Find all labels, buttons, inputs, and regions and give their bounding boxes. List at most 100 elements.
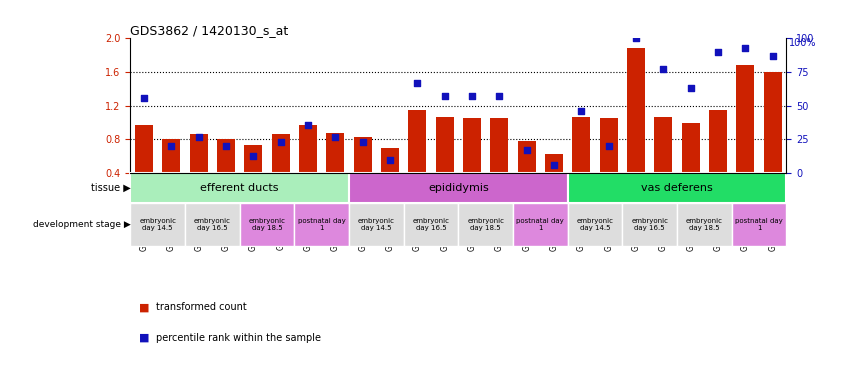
Point xyxy=(574,108,588,114)
Bar xyxy=(463,118,481,173)
Text: GSM560941: GSM560941 xyxy=(632,204,641,250)
Bar xyxy=(185,203,240,246)
Point xyxy=(329,134,342,140)
Bar xyxy=(600,118,617,173)
Text: epididymis: epididymis xyxy=(428,183,489,193)
Text: embryonic
day 14.5: embryonic day 14.5 xyxy=(358,218,394,231)
Text: transformed count: transformed count xyxy=(156,302,246,312)
Bar xyxy=(190,134,208,173)
Text: GSM560930: GSM560930 xyxy=(331,204,340,251)
Bar xyxy=(217,139,235,173)
Text: GSM560937: GSM560937 xyxy=(522,204,532,251)
Bar xyxy=(349,203,404,246)
Bar xyxy=(349,173,568,203)
Point xyxy=(165,143,178,149)
Text: development stage ▶: development stage ▶ xyxy=(33,220,130,229)
Text: ■: ■ xyxy=(139,302,153,312)
Point xyxy=(356,139,369,145)
Bar xyxy=(240,203,294,246)
Point xyxy=(220,143,233,149)
Text: GSM560927: GSM560927 xyxy=(249,204,258,250)
Text: embryonic
day 18.5: embryonic day 18.5 xyxy=(468,218,504,231)
Text: GSM560936: GSM560936 xyxy=(495,204,504,251)
Text: GSM560923: GSM560923 xyxy=(140,204,149,250)
Text: embryonic
day 16.5: embryonic day 16.5 xyxy=(413,218,449,231)
Text: GSM560939: GSM560939 xyxy=(577,204,586,251)
Text: 100%: 100% xyxy=(789,38,817,48)
Point xyxy=(410,80,424,86)
Bar xyxy=(677,203,732,246)
Bar xyxy=(518,141,536,173)
Text: embryonic
day 14.5: embryonic day 14.5 xyxy=(140,218,176,231)
Text: postnatal day
1: postnatal day 1 xyxy=(516,218,564,231)
Bar xyxy=(627,48,645,173)
Text: GSM560929: GSM560929 xyxy=(304,204,313,250)
Text: GSM560938: GSM560938 xyxy=(549,204,558,250)
Point xyxy=(520,147,533,153)
Bar xyxy=(654,117,672,173)
Point xyxy=(547,162,561,168)
Text: embryonic
day 14.5: embryonic day 14.5 xyxy=(577,218,613,231)
Point xyxy=(438,93,452,99)
Point xyxy=(192,134,205,140)
Bar xyxy=(458,203,513,246)
Text: embryonic
day 16.5: embryonic day 16.5 xyxy=(194,218,230,231)
Bar xyxy=(130,203,185,246)
Text: GSM560931: GSM560931 xyxy=(358,204,368,250)
Text: GSM560935: GSM560935 xyxy=(468,204,477,251)
Text: embryonic
day 16.5: embryonic day 16.5 xyxy=(632,218,668,231)
Bar xyxy=(130,173,349,203)
Bar xyxy=(162,139,180,173)
Text: tissue ▶: tissue ▶ xyxy=(91,183,130,193)
Bar xyxy=(409,110,426,173)
Text: percentile rank within the sample: percentile rank within the sample xyxy=(156,333,320,343)
Bar xyxy=(326,132,344,173)
Bar xyxy=(573,117,590,173)
Bar xyxy=(436,117,453,173)
Bar xyxy=(737,65,754,173)
Text: GSM560942: GSM560942 xyxy=(659,204,668,250)
Point xyxy=(246,152,260,159)
Point xyxy=(301,121,315,127)
Text: GDS3862 / 1420130_s_at: GDS3862 / 1420130_s_at xyxy=(130,24,288,37)
Bar xyxy=(568,203,622,246)
Bar xyxy=(245,145,262,173)
Text: postnatal day
1: postnatal day 1 xyxy=(735,218,783,231)
Point xyxy=(629,35,643,41)
Bar xyxy=(568,173,786,203)
Text: GSM560943: GSM560943 xyxy=(686,204,696,251)
Text: GSM560940: GSM560940 xyxy=(604,204,613,251)
Text: GSM560944: GSM560944 xyxy=(713,204,722,251)
Text: GSM560946: GSM560946 xyxy=(768,204,777,251)
Text: embryonic
day 18.5: embryonic day 18.5 xyxy=(249,218,285,231)
Bar xyxy=(272,134,289,173)
Text: GSM560925: GSM560925 xyxy=(194,204,204,250)
Bar xyxy=(490,118,508,173)
Text: GSM560928: GSM560928 xyxy=(276,204,285,250)
Text: ■: ■ xyxy=(139,333,153,343)
Text: GSM560934: GSM560934 xyxy=(440,204,449,251)
Text: embryonic
day 18.5: embryonic day 18.5 xyxy=(686,218,722,231)
Bar xyxy=(764,72,781,173)
Text: GSM560945: GSM560945 xyxy=(741,204,750,251)
Bar xyxy=(545,154,563,173)
Text: GSM560924: GSM560924 xyxy=(167,204,176,250)
Bar xyxy=(404,203,458,246)
Point xyxy=(137,94,151,101)
Text: GSM560932: GSM560932 xyxy=(385,204,394,250)
Point xyxy=(766,53,780,59)
Point xyxy=(684,85,697,91)
Point xyxy=(274,139,288,145)
Text: efferent ducts: efferent ducts xyxy=(200,183,279,193)
Bar xyxy=(513,203,568,246)
Bar xyxy=(294,203,349,246)
Point xyxy=(602,143,616,149)
Text: postnatal day
1: postnatal day 1 xyxy=(298,218,346,231)
Bar xyxy=(354,137,372,173)
Point xyxy=(465,93,479,99)
Point xyxy=(493,93,506,99)
Text: vas deferens: vas deferens xyxy=(641,183,713,193)
Text: GSM560926: GSM560926 xyxy=(221,204,230,250)
Bar xyxy=(135,125,153,173)
Point xyxy=(711,49,725,55)
